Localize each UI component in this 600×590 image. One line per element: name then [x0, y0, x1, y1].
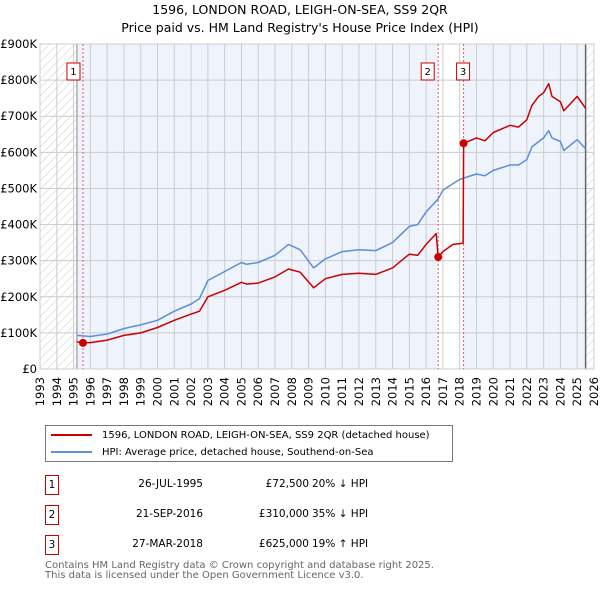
sale-label: 2	[425, 67, 431, 78]
sale-hpi-diff: 35% ↓ HPI	[312, 508, 369, 520]
sale-date: 27-MAR-2018	[132, 538, 203, 550]
y-tick-label: £600K	[0, 145, 37, 159]
sale-label: 1	[70, 67, 76, 78]
x-tick-label: 2019	[469, 377, 483, 406]
y-tick-label: £100K	[0, 326, 37, 340]
ownership-period-shade	[463, 44, 586, 369]
x-tick-label: 2009	[302, 377, 316, 406]
x-tick-label: 2024	[553, 377, 567, 406]
x-tick-label: 2026	[587, 377, 600, 406]
x-tick-label: 1995	[67, 377, 81, 406]
sale-marker-badge: 2	[45, 505, 59, 525]
x-tick-label: 2001	[167, 377, 181, 406]
x-tick-label: 2005	[234, 377, 248, 406]
table-row: 2 21-SEP-2016 £310,000 35% ↓ HPI	[45, 505, 465, 525]
footer-copyright: Contains HM Land Registry data © Crown c…	[45, 560, 434, 571]
legend: 1596, LONDON ROAD, LEIGH-ON-SEA, SS9 2QR…	[45, 425, 453, 462]
y-tick-label: £400K	[0, 218, 37, 232]
legend-item-hpi: HPI: Average price, detached house, Sout…	[46, 444, 374, 460]
x-tick-label: 1998	[117, 377, 131, 406]
legend-label: HPI: Average price, detached house, Sout…	[102, 446, 374, 458]
x-tick-label: 1994	[50, 377, 64, 406]
sale-hpi-diff: 19% ↑ HPI	[312, 538, 369, 550]
series-line-hpi	[76, 129, 587, 338]
sale-price: £72,500	[265, 478, 309, 490]
x-tick-label: 2025	[570, 377, 584, 406]
x-tick-label: 2017	[436, 377, 450, 406]
sale-label-box	[420, 62, 435, 81]
y-tick-label: £300K	[0, 254, 37, 268]
sale-point	[459, 139, 468, 148]
sale-label-box	[66, 62, 81, 81]
x-tick-label: 2023	[537, 377, 551, 406]
series-line-property	[76, 82, 587, 344]
x-tick-label: 2016	[419, 377, 433, 406]
sale-hpi-diff: 20% ↓ HPI	[312, 478, 369, 490]
sale-price: £310,000	[258, 508, 309, 520]
legend-item-property: 1596, LONDON ROAD, LEIGH-ON-SEA, SS9 2QR…	[46, 427, 430, 443]
plot-frame	[39, 43, 595, 370]
sale-point	[78, 338, 87, 347]
legend-swatch-blue	[51, 451, 92, 453]
x-tick-label: 2003	[201, 377, 215, 406]
legend-swatch-red	[51, 434, 92, 436]
legend-label: 1596, LONDON ROAD, LEIGH-ON-SEA, SS9 2QR…	[102, 429, 430, 441]
x-tick-label: 2020	[486, 377, 500, 406]
x-tick-label: 2012	[352, 377, 366, 406]
x-tick-label: 2015	[402, 377, 416, 406]
x-tick-label: 2013	[369, 377, 383, 406]
chart-title: 1596, LONDON ROAD, LEIGH-ON-SEA, SS9 2QR	[152, 2, 448, 17]
x-tick-label: 2006	[251, 377, 265, 406]
x-tick-label: 2011	[335, 377, 349, 406]
x-tick-label: 2000	[151, 377, 165, 406]
sale-date: 26-JUL-1995	[138, 478, 203, 490]
x-tick-label: 2008	[285, 377, 299, 406]
sale-label-box	[456, 62, 471, 81]
x-tick-label: 1996	[83, 377, 97, 406]
sale-date: 21-SEP-2016	[135, 508, 203, 520]
x-tick-label: 2022	[520, 377, 534, 406]
x-tick-label: 2007	[268, 377, 282, 406]
ownership-period-shade	[76, 44, 439, 369]
y-tick-label: £200K	[0, 290, 37, 304]
table-row: 1 26-JUL-1995 £72,500 20% ↓ HPI	[45, 475, 465, 495]
y-tick-label: £500K	[0, 181, 37, 195]
price-chart: £0 £100K £200K £300K £400K £500K £600K £700K £80…	[0, 37, 600, 406]
hatched-no-data-region	[40, 44, 77, 369]
x-tick-label: 2010	[318, 377, 332, 406]
sale-label: 3	[460, 67, 466, 78]
x-tick-label: 1997	[100, 377, 114, 406]
y-tick-label: £800K	[0, 73, 37, 87]
x-tick-label: 2014	[386, 377, 400, 406]
x-tick-label: 1993	[33, 377, 47, 406]
x-tick-label: 2021	[503, 377, 517, 406]
y-tick-label: £900K	[0, 37, 37, 51]
y-tick-label: £0	[22, 362, 37, 376]
sale-marker-badge: 3	[45, 535, 59, 555]
x-tick-label: 2002	[184, 377, 198, 406]
footer-licence: This data is licensed under the Open Gov…	[45, 570, 364, 581]
sale-point	[434, 253, 443, 262]
table-row: 3 27-MAR-2018 £625,000 19% ↑ HPI	[45, 535, 465, 555]
sale-price: £625,000	[258, 538, 309, 550]
y-tick-label: £700K	[0, 109, 37, 123]
chart-subtitle: Price paid vs. HM Land Registry's House …	[121, 20, 479, 35]
x-tick-label: 2004	[218, 377, 232, 406]
x-tick-label: 1999	[134, 377, 148, 406]
sale-marker-badge: 1	[45, 475, 59, 495]
x-tick-label: 2018	[453, 377, 467, 406]
hatched-no-data-region	[585, 44, 594, 369]
